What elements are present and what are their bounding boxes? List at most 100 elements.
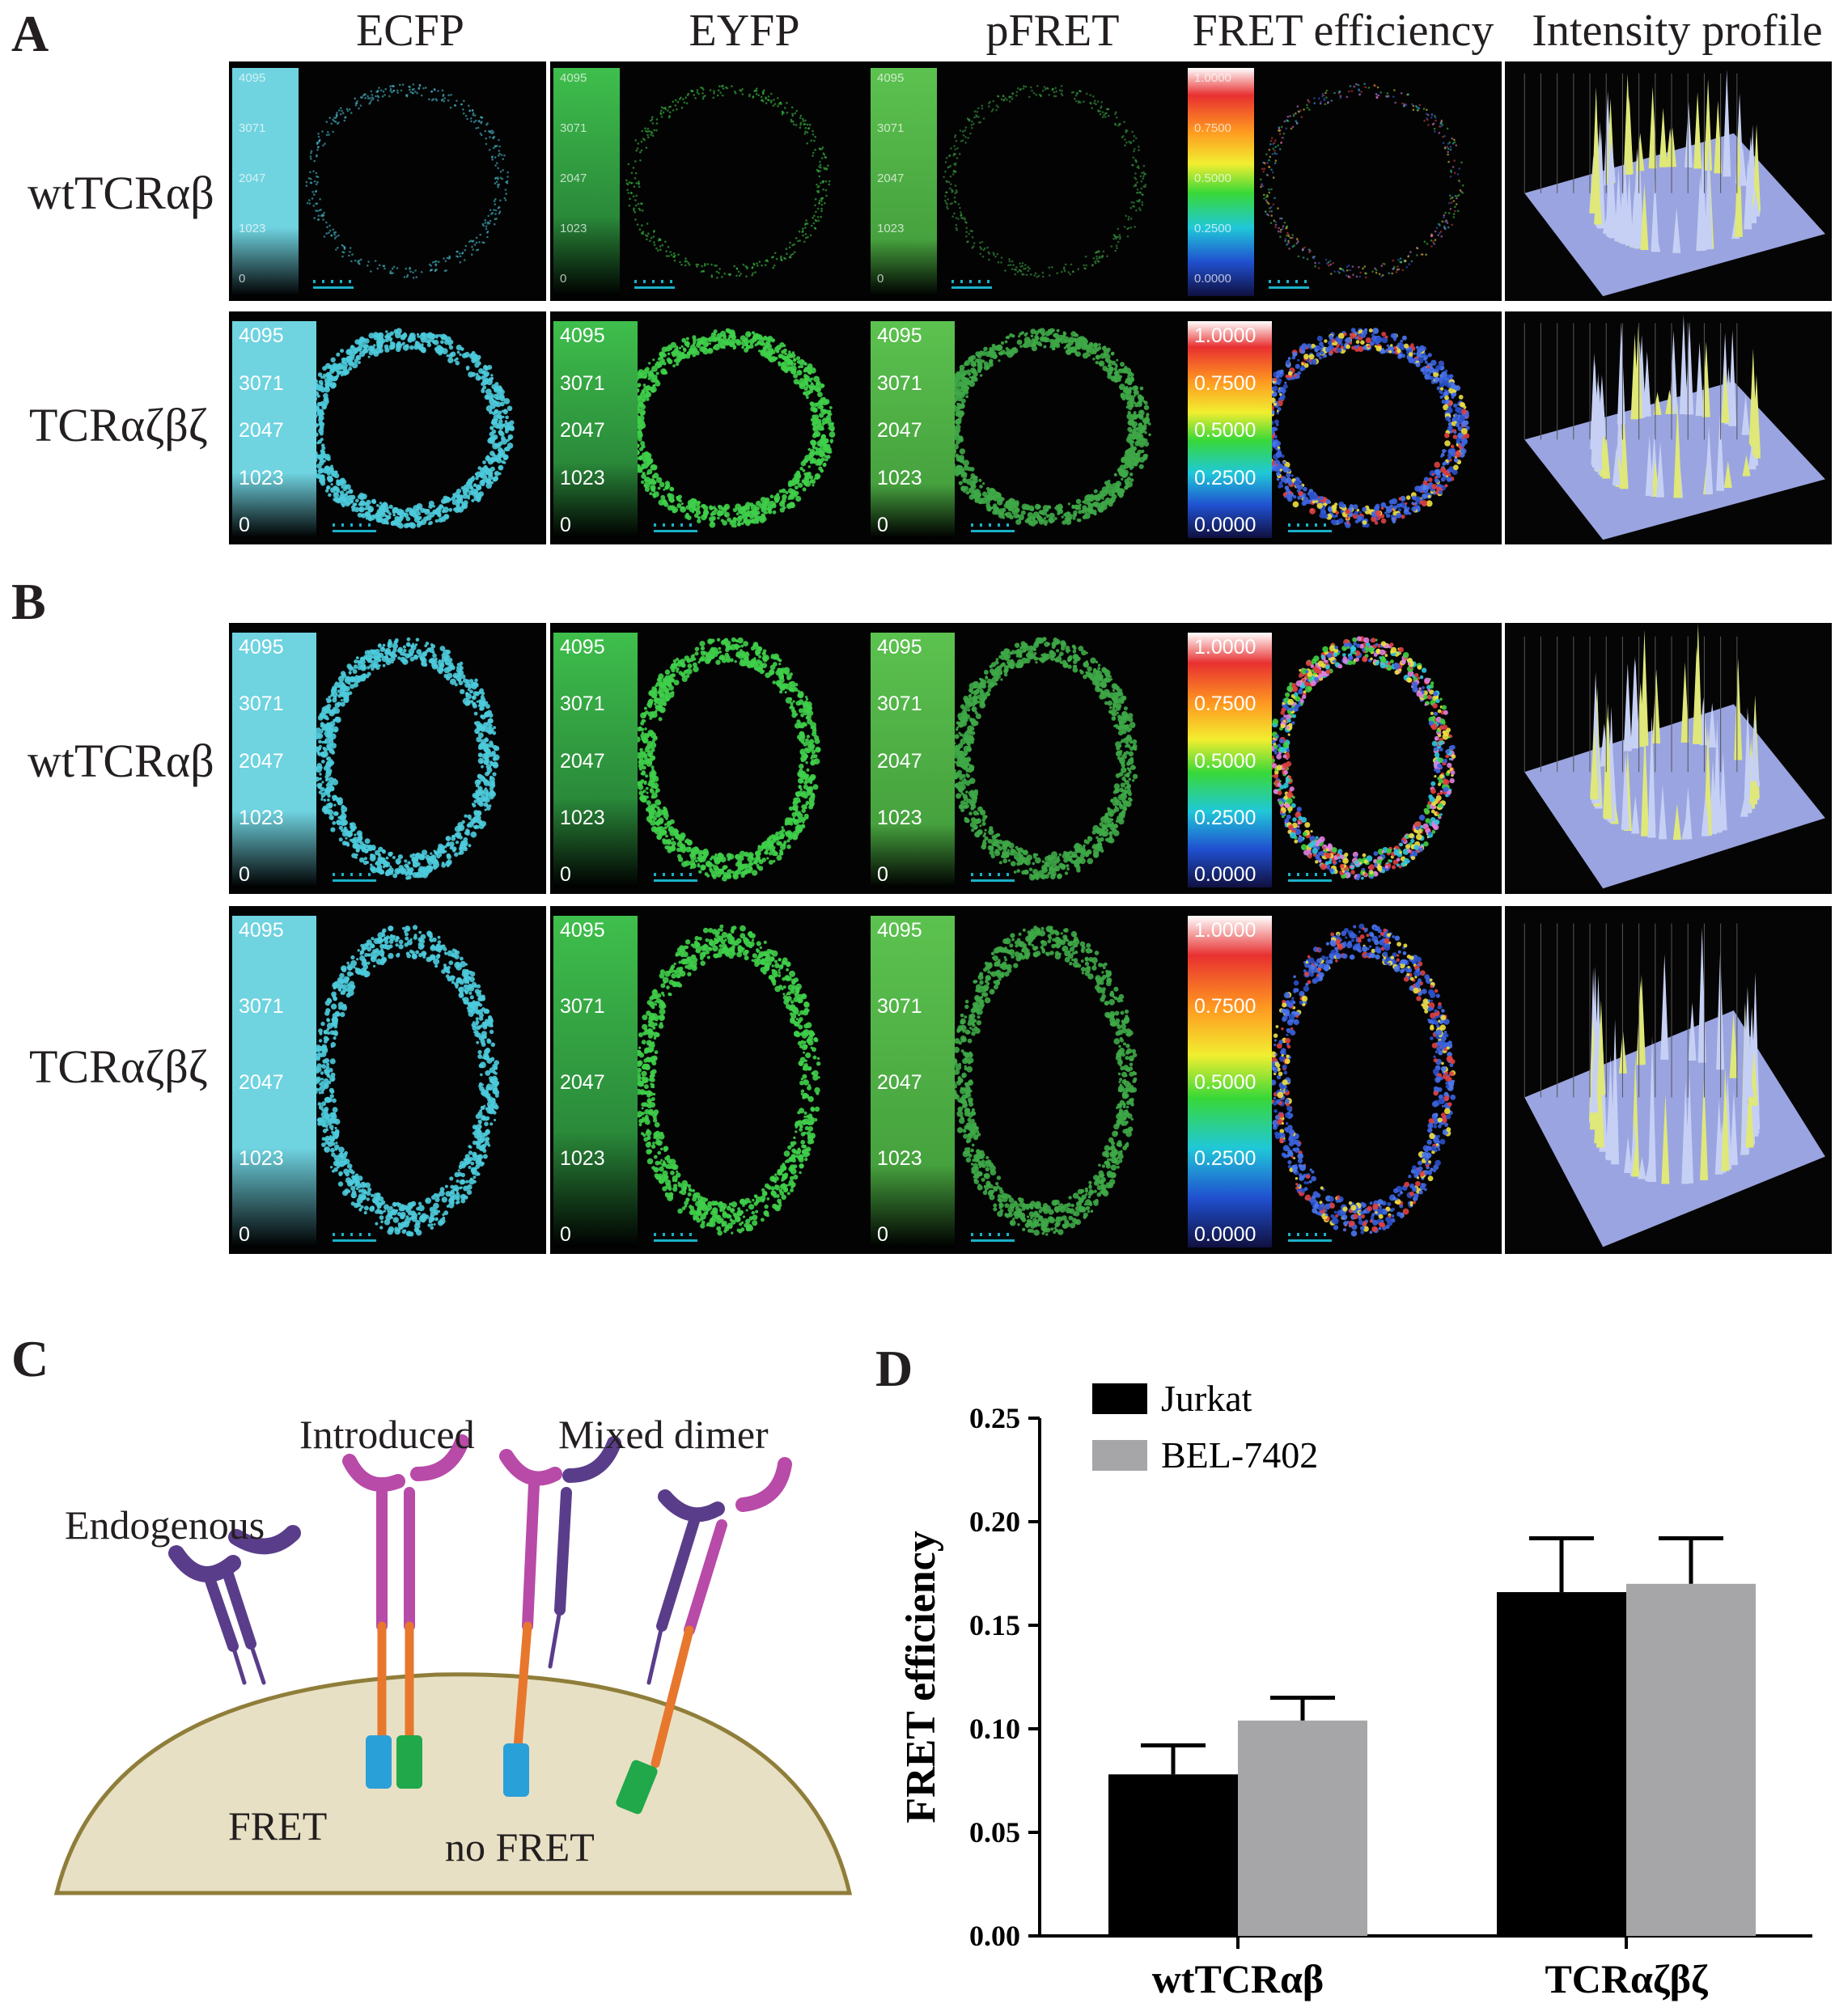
lut-tick-label: 1023 [239,222,266,235]
lut-tick-label: 2047 [560,172,587,185]
label-mixed-dimer: Mixed dimer [558,1412,769,1457]
lut-tick-label: 0.7500 [1194,371,1257,395]
column-header-ecfp: ECFP [356,6,464,56]
micrograph-b-chimeric-eyfp: 4095 3071 2047 1023 0 [550,906,867,1254]
lut-colorbar: 1.0000 0.7500 0.5000 0.2500 0.0000 [1188,321,1272,538]
lut-tick-label: 0 [239,863,250,886]
bar-jurkat [1497,1592,1626,1936]
lut-tick-label: 4095 [560,71,587,85]
micrograph-b-wt-intensity-profile [1505,623,1832,894]
micrograph-a-chimeric-intensity-profile [1505,311,1832,544]
lut-tick-label: 2047 [239,172,266,185]
tcr-receptor-icon [646,1457,792,1768]
micrograph-b-chimeric-intensity-profile [1505,906,1832,1254]
lut-tick-label: 0 [560,514,571,536]
scale-bar [333,873,376,882]
micrograph-a-wt-eyfp: 4095 3071 2047 1023 0 [550,61,867,301]
lut-tick-label: 1023 [877,222,905,235]
lut-tick-label: 0.2500 [1194,222,1231,235]
y-tick-label: 0.15 [969,1609,1020,1641]
column-header-fret-efficiency: FRET efficiency [1192,6,1494,56]
scale-bar [1288,873,1332,882]
lut-colorbar: 4095 3071 2047 1023 0 [871,321,955,538]
scale-bar [1288,1233,1332,1242]
lut-tick-label: 4095 [877,324,922,347]
lut-tick-label: 1.0000 [1194,636,1257,659]
cfp-barrel-icon [366,1735,392,1789]
lut-tick-label: 1023 [877,466,922,489]
lut-tick-label: 2047 [877,419,922,442]
micrograph-a-chimeric-fret-efficiency: 1.0000 0.7500 0.5000 0.2500 0.0000 [1184,311,1502,544]
lut-tick-label: 2047 [877,172,905,185]
lut-colorbar: 4095 3071 2047 1023 0 [232,68,299,296]
lut-tick-label: 0.0000 [1194,272,1231,286]
panel-letter-b: B [11,573,46,630]
column-header-intensity-profile: Intensity profile [1532,6,1823,56]
lut-tick-label: 4095 [239,636,284,659]
lut-tick-label: 3071 [560,371,605,395]
lut-tick-label: 4095 [560,919,605,942]
micrograph-a-wt-pfret: 4095 3071 2047 1023 0 [867,61,1184,301]
column-header-pfret: pFRET [985,6,1120,56]
yfp-barrel-icon [616,1760,658,1815]
micrograph-b-wt-ecfp: 4095 3071 2047 1023 0 [229,623,546,894]
y-tick-label: 0.05 [969,1816,1020,1849]
micrograph-a-wt-ecfp: 4095 3071 2047 1023 0 [229,61,546,301]
label-introduced: Introduced [299,1412,475,1457]
lut-colorbar: 4095 3071 2047 1023 0 [232,321,316,538]
x-tick-label: TCRαζβζ [1545,1956,1708,2001]
lut-tick-label: 1023 [560,466,605,489]
lut-tick-label: 0 [877,1223,888,1246]
lut-tick-label: 0 [560,863,571,886]
lut-tick-label: 4095 [877,71,905,85]
legend-label: Jurkat [1161,1378,1252,1419]
scale-bar [654,873,697,882]
lut-colorbar: 4095 3071 2047 1023 0 [871,633,955,887]
lut-tick-label: 2047 [560,749,605,773]
lut-tick-label: 0.0000 [1194,514,1257,536]
tcr-receptor-icon [499,1436,621,1752]
tcr-receptor-icon [342,1434,469,1744]
lut-tick-label: 1023 [877,1147,922,1170]
lut-colorbar: 4095 3071 2047 1023 0 [871,916,955,1247]
tcr-receptor-icon [168,1525,301,1685]
lut-tick-label: 1023 [239,1147,284,1170]
bar-bel-7402 [1238,1720,1367,1936]
label-endogenous: Endogenous [65,1502,265,1548]
legend-swatch [1092,1383,1147,1414]
micrograph-a-chimeric-pfret: 4095 3071 2047 1023 0 [867,311,1184,544]
lut-tick-label: 1023 [239,466,284,489]
lut-tick-label: 4095 [239,71,266,85]
lut-tick-label: 0.7500 [1194,995,1257,1018]
lut-colorbar: 1.0000 0.7500 0.5000 0.2500 0.0000 [1188,633,1272,887]
row-label-b-chimeric: TCRαζβζ [29,1040,208,1093]
scale-bar [313,280,354,289]
lut-tick-label: 0.5000 [1194,419,1257,442]
lut-tick-label: 4095 [560,324,605,347]
lut-tick-label: 0 [877,863,888,886]
scale-bar [971,1233,1015,1242]
lut-tick-label: 0.2500 [1194,1147,1257,1170]
scale-bar [634,280,675,289]
scale-bar [1288,523,1332,532]
column-header-eyfp: EYFP [689,6,800,56]
micrograph-b-wt-fret-efficiency: 1.0000 0.7500 0.5000 0.2500 0.0000 [1184,623,1502,894]
legend-swatch [1092,1440,1147,1471]
lut-tick-label: 3071 [560,692,605,716]
lut-tick-label: 1.0000 [1194,324,1257,347]
lut-tick-label: 1.0000 [1194,919,1257,942]
micrograph-b-chimeric-pfret: 4095 3071 2047 1023 0 [867,906,1184,1254]
lut-colorbar: 1.0000 0.7500 0.5000 0.2500 0.0000 [1188,68,1254,296]
lut-tick-label: 0 [560,1223,571,1246]
lut-tick-label: 2047 [560,419,605,442]
lut-tick-label: 3071 [239,371,284,395]
cfp-barrel-icon [503,1743,529,1797]
lut-tick-label: 4095 [877,636,922,659]
lut-tick-label: 0.0000 [1194,1223,1257,1246]
micrograph-b-chimeric-ecfp: 4095 3071 2047 1023 0 [229,906,546,1254]
lut-colorbar: 4095 3071 2047 1023 0 [553,68,620,296]
lut-tick-label: 1023 [560,222,587,235]
scale-bar [333,523,376,532]
lut-tick-label: 3071 [877,995,922,1018]
lut-tick-label: 0 [239,514,250,536]
